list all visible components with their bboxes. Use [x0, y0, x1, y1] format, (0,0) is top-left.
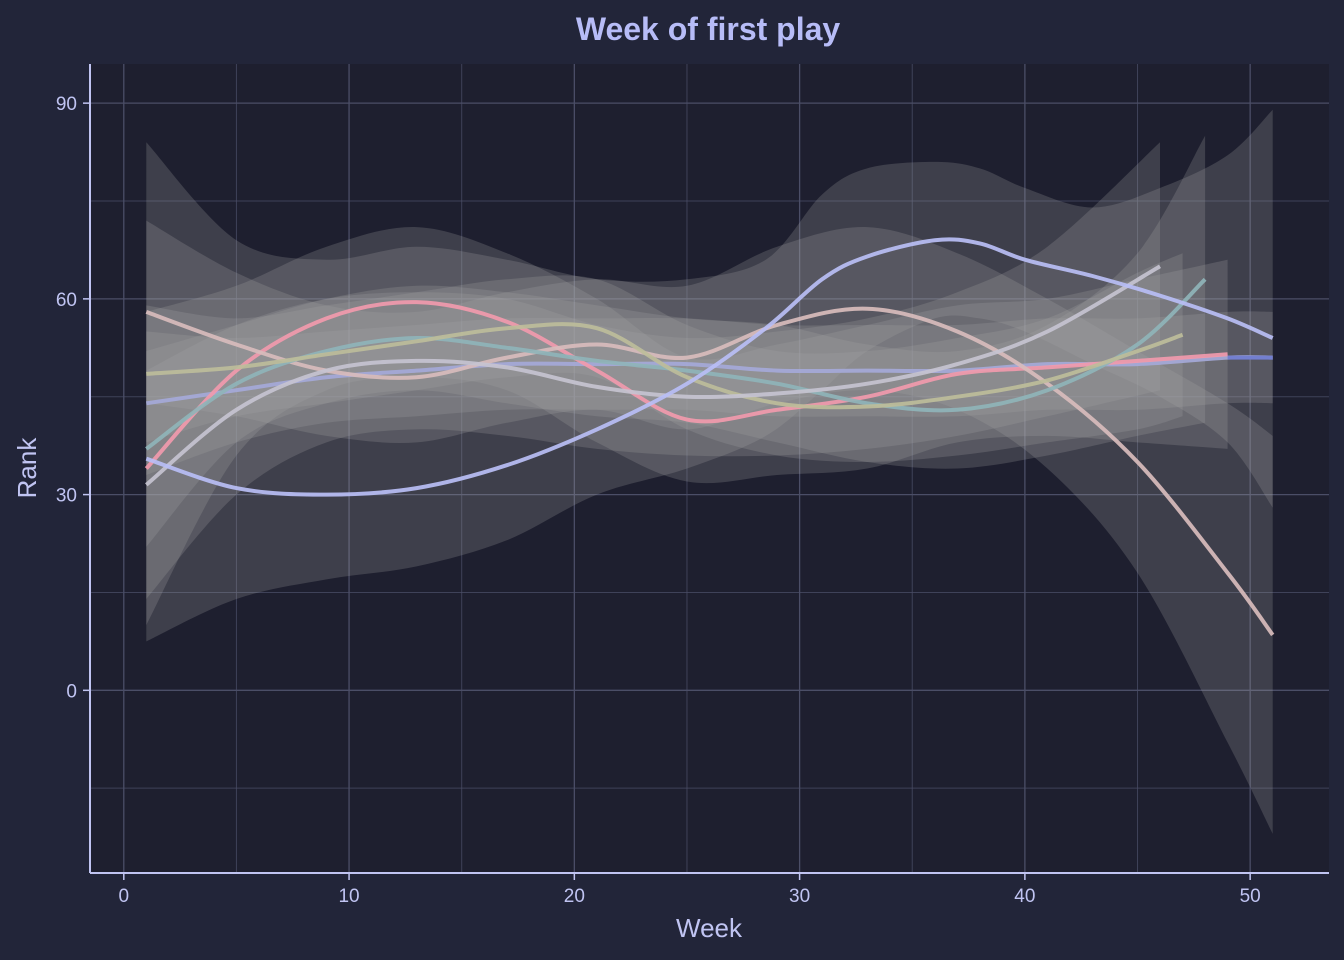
tick-labels: 0 10 20 30 40 50 0 30 60 90 [56, 94, 1261, 907]
y-tick-label: 0 [66, 681, 77, 702]
line-series-7 [145, 237, 1274, 497]
ribbon-series-2 [146, 227, 1228, 626]
x-tick-label: 30 [789, 886, 810, 907]
ribbon-series-7 [146, 109, 1273, 642]
y-tick-label: 30 [56, 486, 77, 507]
line-series-6 [145, 264, 1162, 487]
line-series-5 [146, 322, 1184, 410]
x-tick-label: 40 [1014, 886, 1035, 907]
plot-panel [90, 64, 1329, 873]
smoothed-lines [144, 237, 1275, 637]
ribbon-series-6 [146, 142, 1161, 600]
x-tick-label: 10 [338, 886, 359, 907]
ribbon-series-4 [146, 135, 1206, 547]
x-tick-label: 0 [119, 886, 130, 907]
y-tick-label: 90 [56, 94, 77, 115]
y-tick-label: 60 [56, 290, 77, 311]
x-tick-label: 20 [564, 886, 585, 907]
x-axis-title: Week [676, 913, 743, 943]
y-axis-title: Rank [12, 437, 42, 499]
line-series-3 [145, 306, 1275, 637]
line-series-4 [145, 277, 1207, 451]
chart-title: Week of first play [576, 11, 841, 47]
x-tick-label: 50 [1240, 886, 1261, 907]
axes [83, 64, 1329, 880]
line-series-2 [144, 300, 1228, 470]
